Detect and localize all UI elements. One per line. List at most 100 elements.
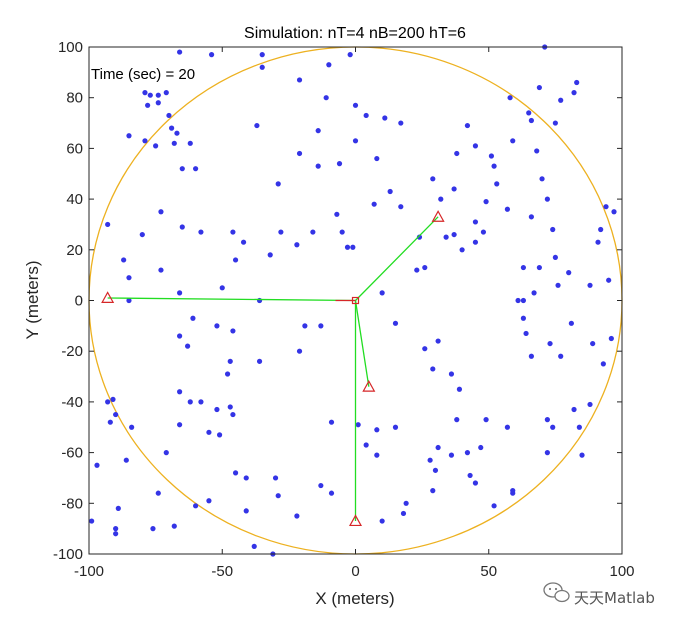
sensor-node-point [243, 475, 249, 481]
sensor-node-point [296, 150, 303, 157]
sensor-node-point [275, 181, 281, 187]
sensor-node-point [435, 444, 441, 451]
sensor-node-point [566, 270, 572, 276]
sensor-node-point [448, 452, 455, 458]
sensor-node-point [272, 475, 279, 481]
sensor-node-point [427, 457, 433, 463]
sensor-node-point [147, 92, 153, 98]
x-tick-label: 0 [351, 563, 359, 580]
sensor-node-point [392, 320, 399, 326]
sensor-node-point [227, 358, 233, 364]
sensor-node-point [568, 320, 574, 326]
sensor-node-point [352, 102, 359, 108]
sensor-node-point [216, 432, 223, 438]
sensor-node-point [126, 275, 132, 281]
sensor-node-point [531, 290, 537, 296]
sensor-node-point [275, 493, 281, 499]
time-annotation: Time (sec) = 20 [91, 66, 195, 83]
y-tick-label: 40 [66, 191, 83, 208]
sensor-node-point [544, 196, 550, 202]
sensor-node-point [494, 181, 500, 187]
sensor-node-point [403, 500, 409, 506]
sensor-node-point [528, 117, 534, 124]
sensor-node-point [315, 128, 321, 134]
sensor-node-point [163, 90, 169, 96]
sensor-node-point [608, 335, 614, 342]
sensor-node-point [536, 84, 542, 91]
sensor-node-point [387, 188, 393, 195]
sensor-node-point [187, 399, 193, 405]
sensor-node-point [344, 244, 351, 250]
sensor-node-point [590, 340, 596, 347]
sensor-node-point [145, 102, 151, 108]
sensor-node-point [523, 330, 529, 337]
sensor-node-point [430, 488, 436, 494]
sensor-node-point [443, 234, 449, 240]
sensor-node-point [350, 244, 356, 250]
sensor-node-point [179, 224, 185, 230]
sensor-node-point [174, 130, 180, 136]
sensor-node-point [334, 211, 340, 217]
sensor-node-point [169, 125, 175, 131]
y-tick-label: -60 [61, 445, 83, 462]
sensor-node-point [158, 209, 164, 215]
sensor-node-point [438, 196, 444, 202]
sensor-node-point [198, 399, 204, 405]
x-tick-label: -100 [74, 563, 104, 580]
sensor-node-point [105, 221, 111, 228]
sensor-node-point [256, 358, 263, 364]
sensor-node-point [379, 290, 385, 296]
sensor-node-point [478, 444, 484, 451]
wechat-logo-icon [543, 582, 570, 603]
sensor-node-point [507, 95, 513, 101]
sensor-node-point [177, 422, 183, 428]
sensor-node-point [89, 518, 95, 524]
sensor-node-point [363, 112, 369, 119]
base-station-layer [335, 296, 360, 305]
sensor-node-point [177, 290, 183, 296]
sensor-node-point [587, 282, 593, 288]
sensor-node-point [278, 229, 284, 235]
sensor-node-point [382, 115, 388, 121]
sensor-node-point [259, 52, 265, 58]
sensor-node-point [576, 424, 582, 430]
sensor-node-point [155, 92, 161, 98]
sensor-node-point [177, 333, 183, 339]
sensor-node-point [435, 338, 441, 344]
sensor-node-point [430, 176, 436, 182]
x-axis-label: X (meters) [315, 589, 394, 608]
sensor-node-point [230, 229, 236, 235]
sensor-node-point [520, 315, 526, 321]
target-links [107, 216, 439, 522]
sensor-node-point [454, 150, 460, 157]
target-triangle-marker [431, 210, 445, 222]
sensor-node-point [166, 112, 172, 119]
sensor-node-point [491, 503, 497, 509]
sensor-node-point [142, 138, 148, 144]
chart-title: Simulation: nT=4 nB=200 hT=6 [244, 25, 466, 42]
sensor-node-point [392, 424, 399, 430]
sensor-node-point [398, 204, 404, 210]
sensor-node-point [230, 328, 236, 334]
sensor-node-point [520, 297, 526, 304]
sensor-node-point [113, 526, 119, 532]
sensor-node-point [483, 417, 489, 423]
sensor-node-point [550, 424, 556, 430]
sensor-node-point [483, 199, 489, 205]
sensor-node-point [603, 204, 609, 210]
sensor-node-point [400, 510, 407, 517]
target-link-line [354, 300, 370, 387]
sensor-node-point [259, 64, 265, 70]
sensor-node-point [193, 503, 199, 509]
sensor-node-point [150, 526, 156, 532]
sensor-node-point [227, 404, 233, 410]
sensor-node-point [544, 417, 550, 423]
y-tick-label: 60 [66, 140, 83, 157]
sensor-node-point [315, 163, 321, 169]
sensor-node-point [528, 214, 534, 220]
sensor-node-point [430, 366, 436, 372]
sensor-node-point [323, 95, 329, 101]
sensor-node-point [230, 411, 236, 418]
sensor-node-point [123, 457, 129, 463]
sensor-node-point [163, 450, 169, 456]
